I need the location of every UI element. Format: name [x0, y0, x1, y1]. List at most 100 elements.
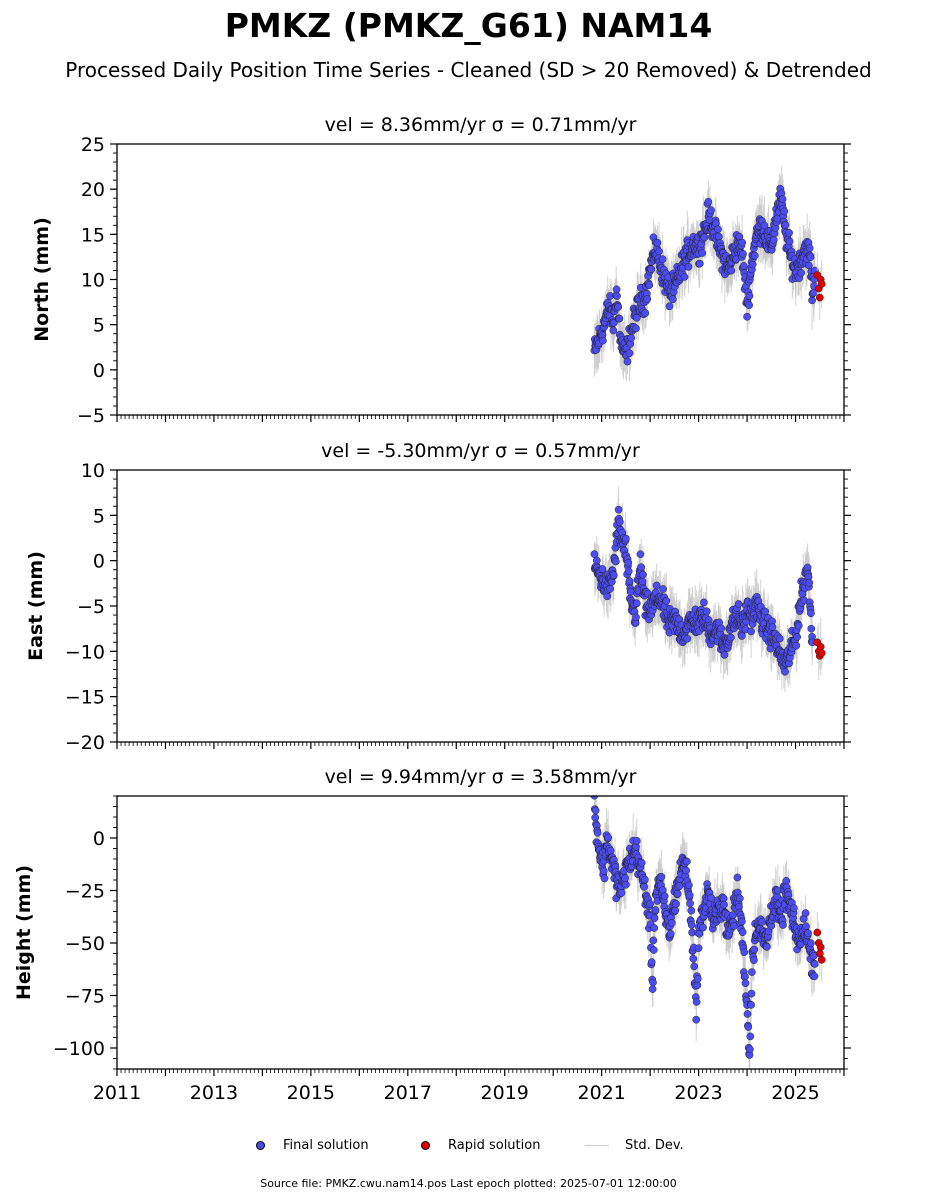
- final-solution-point: [807, 939, 815, 948]
- legend-label-rapid: Rapid solution: [448, 1138, 541, 1153]
- final-solution-point: [622, 880, 630, 889]
- legend-label-stddev: Std. Dev.: [625, 1138, 684, 1153]
- final-solution-point: [641, 875, 649, 884]
- final-solution-point: [673, 889, 682, 898]
- final-solution-point: [627, 334, 636, 342]
- y-tick-label: −100: [53, 1038, 105, 1060]
- rapid-solution-point: [816, 642, 825, 651]
- data-layer-east: [590, 486, 826, 692]
- y-tick-label: 10: [81, 460, 105, 482]
- final-solution-point: [687, 921, 696, 929]
- final-solution-point: [741, 972, 749, 981]
- final-solution-point: [727, 266, 736, 275]
- final-solution-point: [805, 244, 814, 253]
- final-solution-point: [657, 872, 666, 881]
- final-solution-point: [773, 886, 782, 895]
- rapid-solution-marker-icon: [421, 1141, 430, 1150]
- y-tick-label: 0: [93, 360, 105, 382]
- final-solution-point: [690, 962, 699, 971]
- final-solution-point: [637, 563, 646, 572]
- final-solution-point: [740, 948, 749, 957]
- final-solution-point: [684, 262, 693, 271]
- final-solution-point: [729, 911, 737, 920]
- final-solution-point: [614, 505, 623, 514]
- final-solution-point: [591, 806, 600, 815]
- final-solution-point: [624, 567, 633, 576]
- final-solution-point: [637, 858, 646, 867]
- final-solution-point: [622, 534, 630, 543]
- y-tick-label: 5: [93, 315, 105, 337]
- final-solution-point: [699, 923, 707, 932]
- final-solution-point: [735, 894, 744, 903]
- final-solution-point: [792, 641, 801, 650]
- final-solution-point: [793, 633, 801, 641]
- y-axis-label-east: East (mm): [25, 551, 47, 661]
- final-solution-point: [744, 1023, 753, 1031]
- y-tick-label: −15: [65, 687, 105, 709]
- final-solution-point: [769, 236, 778, 244]
- final-solution-point: [632, 837, 641, 845]
- final-solution-point: [650, 924, 659, 932]
- final-solution-point: [682, 866, 690, 875]
- final-solution-point: [686, 899, 694, 908]
- final-solution-point: [632, 599, 641, 608]
- final-solution-point: [747, 627, 755, 636]
- final-solution-point: [613, 292, 621, 300]
- final-solution-point: [652, 581, 661, 590]
- final-solution-point: [647, 265, 656, 274]
- final-solution-point: [694, 944, 703, 953]
- final-solution-point: [655, 247, 663, 256]
- panel-title-north: vel = 8.36mm/yr σ = 0.71mm/yr: [325, 114, 637, 136]
- final-solution-point: [615, 314, 624, 323]
- final-solution-point: [685, 881, 693, 890]
- final-solution-point: [745, 292, 754, 300]
- final-solution-point: [692, 998, 701, 1006]
- final-solution-point: [804, 929, 812, 938]
- final-solution-point: [741, 979, 750, 988]
- final-solution-point: [737, 632, 746, 640]
- final-solution-point: [768, 623, 777, 631]
- final-solution-point: [646, 900, 654, 908]
- final-solution-point: [612, 285, 621, 294]
- final-solution-point: [600, 874, 609, 883]
- final-solution-point: [794, 621, 803, 630]
- final-solution-point: [649, 978, 657, 987]
- final-solution-point: [714, 232, 723, 241]
- final-solution-point: [590, 796, 599, 800]
- panel-title-height: vel = 9.94mm/yr σ = 3.58mm/yr: [325, 766, 637, 788]
- y-tick-label: −10: [65, 641, 105, 663]
- final-solution-point: [763, 943, 771, 951]
- final-solution-point: [704, 197, 713, 206]
- final-solution-point: [695, 929, 704, 938]
- final-solution-point: [746, 1032, 755, 1041]
- y-tick-label: −20: [65, 732, 105, 754]
- final-solution-point: [707, 206, 715, 215]
- final-solution-point: [748, 260, 757, 269]
- y-tick-label: 0: [93, 551, 105, 573]
- x-tick-label: 2017: [384, 1082, 432, 1104]
- final-solution-point: [649, 946, 658, 954]
- final-solution-point: [658, 255, 667, 264]
- final-solution-point: [717, 624, 726, 633]
- main-title: PMKZ (PMKZ_G61) NAM14: [224, 6, 713, 45]
- final-solution-point: [665, 302, 674, 311]
- final-solution-point: [693, 981, 702, 990]
- panel-north: vel = 8.36mm/yr σ = 0.71mm/yr North (mm) −…: [31, 114, 851, 427]
- x-tick-label: 2015: [287, 1082, 335, 1104]
- final-solution-point: [603, 592, 612, 601]
- y-tick-label: −25: [65, 881, 105, 903]
- final-solution-point: [707, 893, 715, 902]
- final-solution-point: [625, 349, 634, 358]
- final-solution-point: [680, 273, 689, 281]
- legend-label-final: Final solution: [283, 1138, 369, 1153]
- final-solution-point: [748, 968, 756, 976]
- data-layer-height: [590, 796, 826, 1069]
- final-solution-point: [811, 960, 819, 968]
- final-solution-point: [747, 989, 756, 998]
- final-solution-point: [702, 607, 711, 616]
- final-solution-point: [779, 921, 787, 929]
- final-solution-point: [672, 900, 680, 908]
- final-solution-point: [807, 624, 816, 633]
- final-solution-point: [780, 207, 789, 216]
